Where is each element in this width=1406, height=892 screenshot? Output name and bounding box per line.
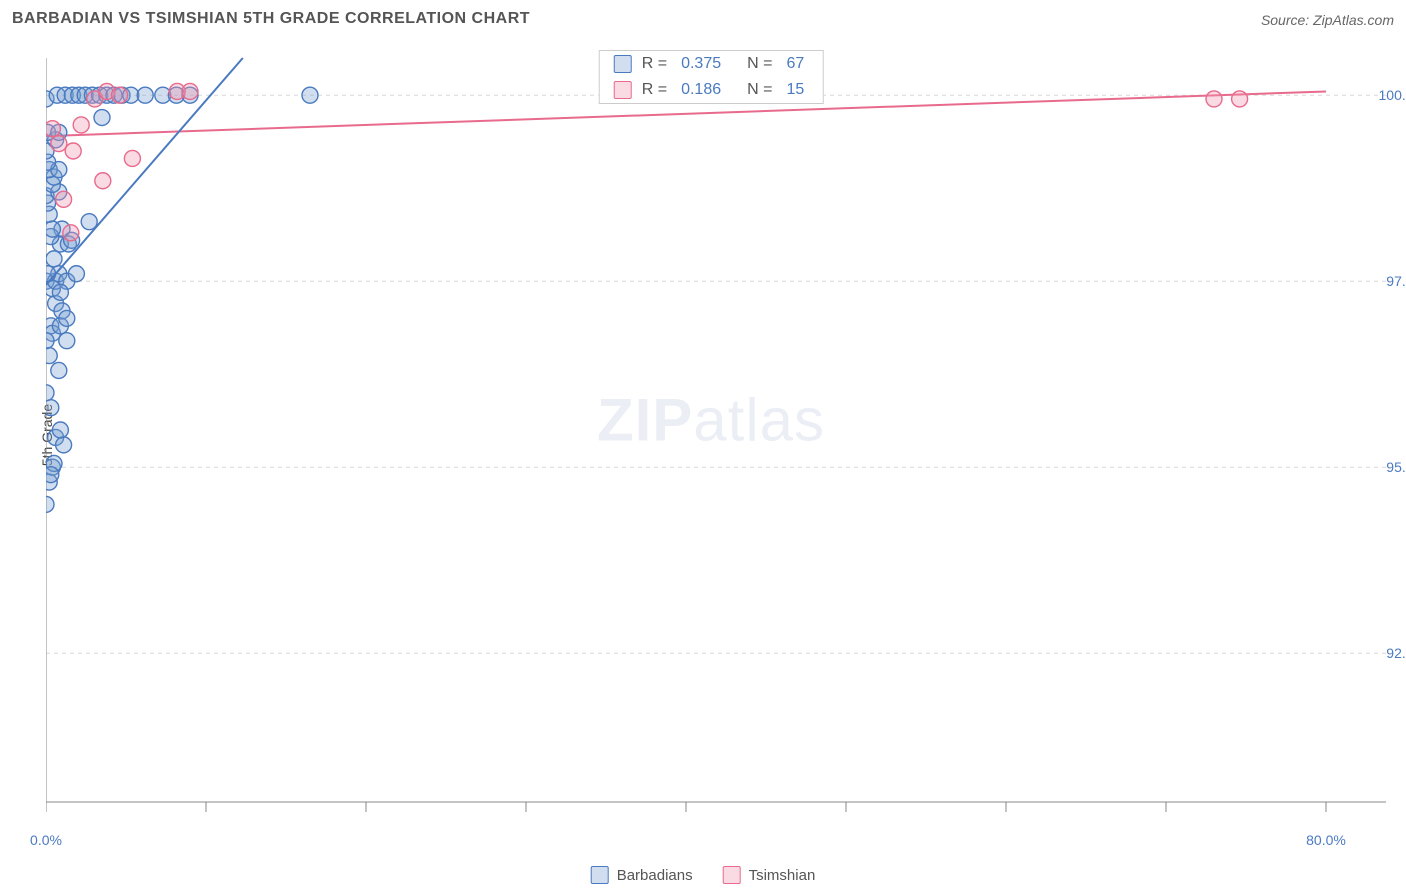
data-point bbox=[56, 437, 72, 453]
stats-swatch bbox=[614, 81, 632, 99]
stats-box: R = 0.375 N = 67 R = 0.186 N = 15 bbox=[599, 50, 824, 104]
data-point bbox=[73, 117, 89, 133]
stats-n-value: 15 bbox=[786, 81, 804, 99]
stats-n-label: N = bbox=[747, 81, 772, 99]
stats-r-label: R = bbox=[642, 81, 667, 99]
data-point bbox=[63, 225, 79, 241]
data-point bbox=[56, 191, 72, 207]
chart-source: Source: ZipAtlas.com bbox=[1261, 12, 1394, 28]
data-point bbox=[46, 385, 54, 401]
data-point bbox=[46, 348, 57, 364]
stats-n-value: 67 bbox=[786, 55, 804, 73]
data-point bbox=[95, 173, 111, 189]
data-point bbox=[46, 251, 62, 267]
stats-r-value: 0.186 bbox=[681, 81, 721, 99]
data-point bbox=[302, 87, 318, 103]
data-point bbox=[51, 362, 67, 378]
data-point bbox=[65, 143, 81, 159]
data-point bbox=[46, 221, 60, 237]
stats-swatch bbox=[614, 55, 632, 73]
data-point bbox=[59, 333, 75, 349]
data-point bbox=[46, 467, 59, 483]
data-point bbox=[52, 422, 68, 438]
stats-row: R = 0.375 N = 67 bbox=[600, 51, 823, 77]
data-point bbox=[1206, 91, 1222, 107]
data-point bbox=[137, 87, 153, 103]
data-point bbox=[52, 284, 68, 300]
y-tick-label: 100.0% bbox=[1379, 87, 1406, 103]
legend-item: Tsimshian bbox=[723, 866, 816, 884]
legend-swatch bbox=[591, 866, 609, 884]
chart-area: 5th Grade 92.5%95.0%97.5%100.0% 0.0%80.0… bbox=[36, 50, 1386, 820]
data-point bbox=[124, 150, 140, 166]
data-point bbox=[46, 121, 60, 137]
data-point bbox=[46, 400, 59, 416]
x-tick-label: 80.0% bbox=[1306, 832, 1346, 848]
y-tick-label: 97.5% bbox=[1386, 273, 1406, 289]
data-point bbox=[46, 496, 54, 512]
chart-title: BARBADIAN VS TSIMSHIAN 5TH GRADE CORRELA… bbox=[12, 10, 530, 27]
legend-label: Tsimshian bbox=[749, 867, 816, 884]
data-point bbox=[182, 83, 198, 99]
data-point bbox=[94, 110, 110, 126]
bottom-legend: Barbadians Tsimshian bbox=[591, 866, 816, 884]
stats-r-label: R = bbox=[642, 55, 667, 73]
data-point bbox=[1232, 91, 1248, 107]
stats-row: R = 0.186 N = 15 bbox=[600, 77, 823, 103]
y-tick-label: 92.5% bbox=[1386, 645, 1406, 661]
legend-swatch bbox=[723, 866, 741, 884]
stats-r-value: 0.375 bbox=[681, 55, 721, 73]
data-point bbox=[51, 136, 67, 152]
chart-header: BARBADIAN VS TSIMSHIAN 5TH GRADE CORRELA… bbox=[12, 10, 1394, 40]
x-tick-label: 0.0% bbox=[30, 832, 62, 848]
scatter-plot bbox=[46, 50, 1386, 820]
data-point bbox=[112, 87, 128, 103]
stats-n-label: N = bbox=[747, 55, 772, 73]
legend-item: Barbadians bbox=[591, 866, 693, 884]
legend-label: Barbadians bbox=[617, 867, 693, 884]
data-point bbox=[68, 266, 84, 282]
data-point bbox=[59, 310, 75, 326]
y-tick-label: 95.0% bbox=[1386, 459, 1406, 475]
